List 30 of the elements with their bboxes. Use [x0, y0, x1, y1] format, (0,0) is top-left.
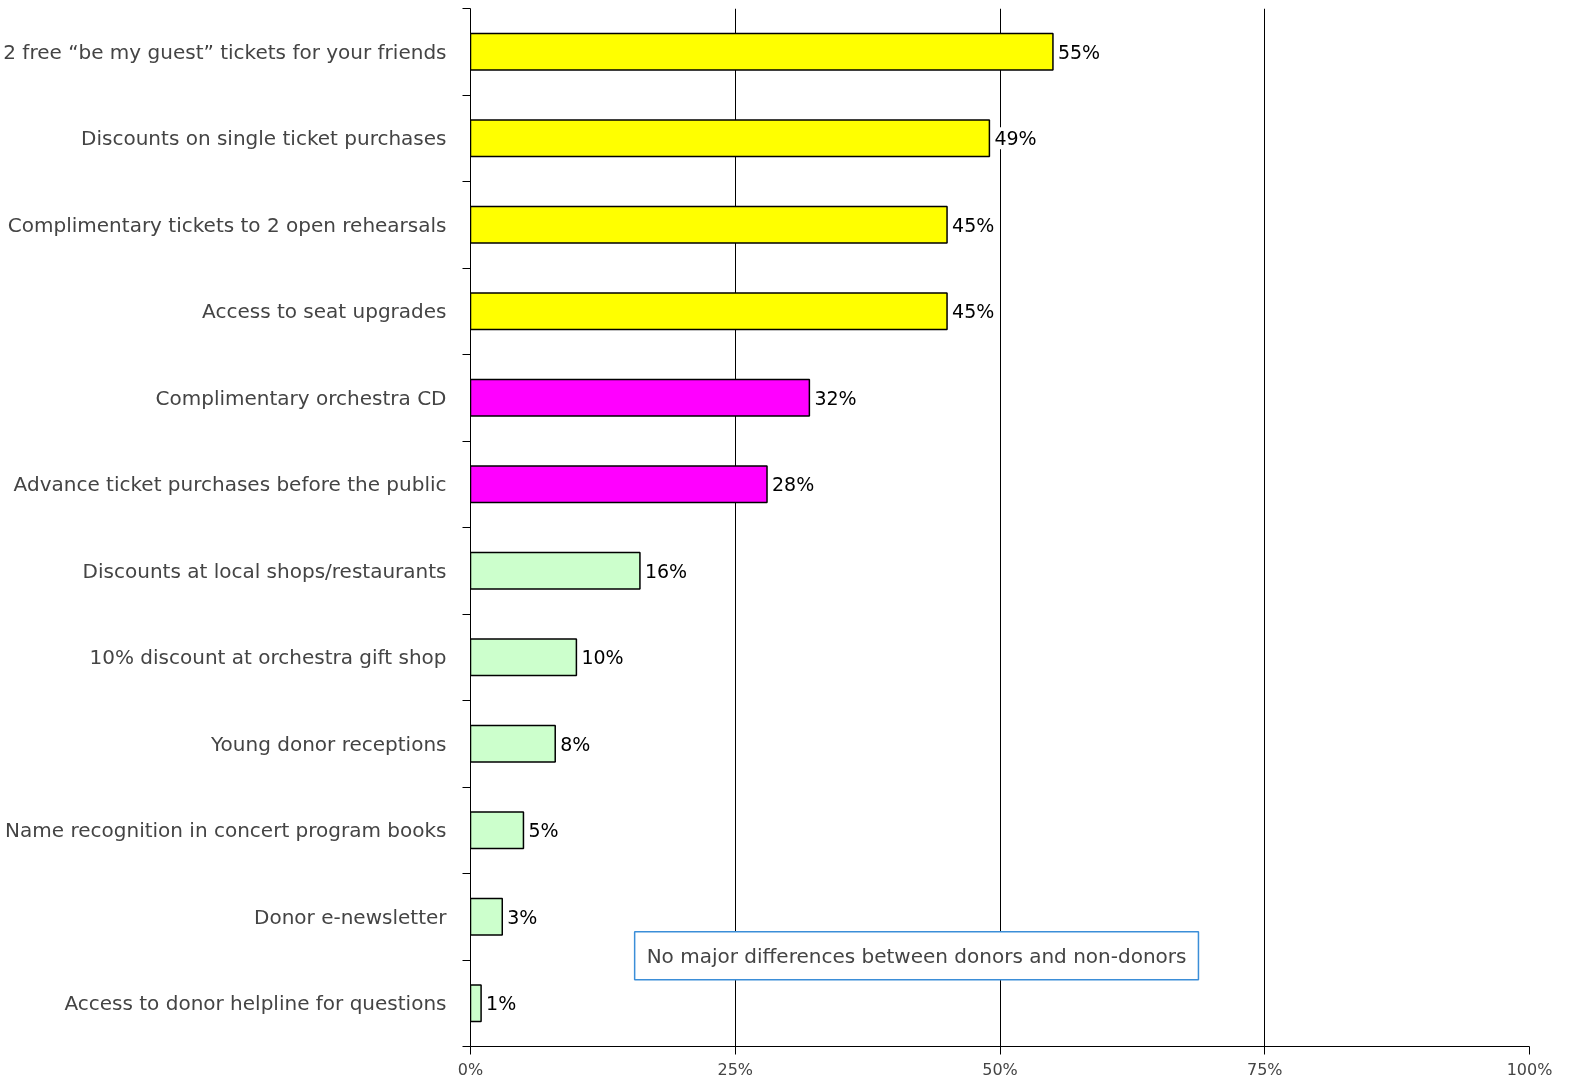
y-tick-label: Donor e-newsletter [254, 904, 448, 929]
data-label: 8% [560, 732, 591, 755]
data-label: 1% [486, 992, 517, 1015]
data-label: 49% [994, 127, 1037, 150]
y-tick-label: Complimentary orchestra CD [155, 385, 447, 410]
x-tick-label: 75% [1246, 1059, 1283, 1079]
data-label: 16% [644, 559, 688, 582]
y-tick-label: Young donor receptions [210, 731, 447, 756]
y-tick-label: 10% discount at orchestra gift shop [89, 645, 447, 670]
x-tick-label: 100% [1506, 1059, 1553, 1079]
x-tick-label: 25% [717, 1059, 754, 1079]
data-label: 28% [772, 473, 815, 496]
y-tick-label: Complimentary tickets to 2 open rehearsals [7, 212, 447, 237]
y-tick-label: Discounts on single ticket purchases [81, 126, 447, 151]
y-tick-label: Advance ticket purchases before the public [13, 472, 447, 497]
y-tick-label: Name recognition in concert program books [5, 818, 447, 843]
y-tick-label: 2 free “be my guest” tickets for your friends [3, 39, 447, 64]
data-label: 3% [507, 905, 538, 928]
data-label: 10% [581, 646, 624, 669]
y-tick-label: Discounts at local shops/restaurants [82, 558, 447, 583]
y-tick-label: Access to donor helpline for questions [64, 991, 447, 1016]
y-tick-label: Access to seat upgrades [202, 299, 447, 324]
annotation: No major differences between donors and non-donors [646, 943, 1187, 968]
data-label: 5% [528, 819, 559, 842]
data-label: 45% [952, 213, 995, 236]
data-label: 32% [814, 386, 857, 409]
data-label: 45% [952, 300, 995, 323]
data-label: 55% [1057, 40, 1101, 63]
x-tick-label: 50% [982, 1059, 1018, 1079]
x-tick-label: 0% [457, 1059, 484, 1079]
